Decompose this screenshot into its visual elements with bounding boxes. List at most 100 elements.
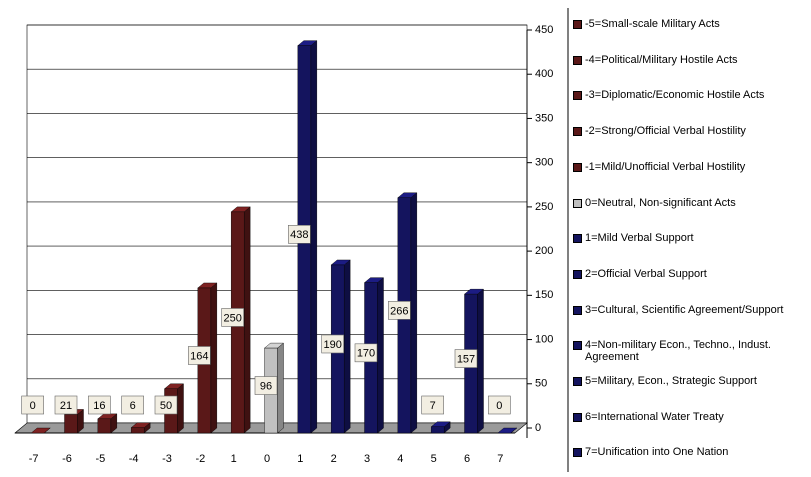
legend-item: -4=Political/Military Hostile Acts (573, 54, 809, 66)
legend-swatch (573, 91, 582, 101)
data-label-box (188, 346, 211, 365)
bar (130, 422, 151, 434)
legend-item: -2=Strong/Official Verbal Hostility (573, 125, 809, 137)
data-label-box (288, 225, 311, 244)
bar-side (277, 342, 284, 434)
legend-label: 0=Neutral, Non-significant Acts (585, 196, 736, 209)
data-label: 438 (290, 229, 308, 241)
data-label: 157 (457, 353, 475, 365)
y-tick-label: 100 (535, 333, 553, 345)
legend-item: -3=Diplomatic/Economic Hostile Acts (573, 89, 809, 101)
data-label-box (254, 376, 278, 395)
legend-item: 7=Unification into One Nation (573, 446, 809, 458)
legend-swatch (573, 127, 582, 137)
legend-label: -1=Mild/Unofficial Verbal Hostility (585, 160, 746, 173)
legend-item: 2=Official Verbal Support (573, 268, 809, 280)
x-tick-label: 1 (231, 453, 237, 465)
data-label: 6 (130, 400, 136, 412)
data-label: 190 (323, 339, 341, 351)
bar-side (377, 277, 384, 434)
bar-side (477, 288, 484, 434)
bar (97, 413, 118, 434)
data-label: 170 (357, 348, 375, 360)
x-tick-label: 3 (364, 453, 370, 465)
data-label-box (488, 395, 511, 415)
legend-swatch (573, 305, 582, 315)
bar-side (210, 282, 218, 434)
legend-label: -2=Strong/Official Verbal Hostility (585, 125, 746, 138)
x-tick-label: 7 (497, 453, 503, 465)
y-tick-label: 150 (535, 289, 553, 301)
data-label: 0 (30, 400, 36, 412)
data-label-box (21, 395, 44, 415)
y-tick-label: 0 (535, 422, 541, 434)
y-tick-label: 350 (535, 112, 553, 124)
bar (363, 277, 385, 434)
legend-swatch (573, 162, 582, 172)
data-label-box (421, 395, 444, 415)
bar-front (430, 426, 445, 434)
data-label: 96 (260, 380, 272, 392)
bar-front (97, 418, 112, 434)
bar (497, 427, 518, 434)
legend-label: 4=Non-military Econ., Techno., Indust. A… (585, 339, 771, 364)
bar-side (410, 192, 418, 434)
data-label-box (121, 395, 144, 415)
bar (30, 427, 51, 434)
y-tick-label: 400 (535, 68, 553, 80)
x-tick-label: -5 (95, 453, 105, 465)
legend-label: -3=Diplomatic/Economic Hostile Acts (585, 89, 765, 102)
bar-top (497, 427, 518, 434)
data-label: 7 (430, 400, 436, 412)
bar-top (30, 427, 51, 434)
data-label: 164 (190, 350, 208, 362)
x-tick-label: 1 (297, 453, 303, 465)
legend-label: 3=Cultural, Scientific Agreement/Support (585, 303, 784, 316)
y-tick-label: 250 (535, 201, 553, 213)
y-tick-label: 450 (535, 24, 553, 36)
x-tick-label: -2 (195, 453, 205, 465)
legend-label: -4=Political/Military Hostile Acts (585, 53, 738, 66)
legend-item: 1=Mild Verbal Support (573, 232, 809, 244)
legend-swatch (573, 20, 582, 29)
x-tick-label: 2 (331, 453, 337, 465)
legend-label: 2=Official Verbal Support (585, 267, 707, 280)
x-tick-label: -7 (29, 453, 39, 465)
data-label: 250 (223, 312, 241, 324)
legend-swatch (573, 269, 582, 279)
x-tick-label: -6 (62, 453, 72, 465)
legend-swatch (573, 448, 582, 458)
x-tick-label: -4 (129, 453, 139, 465)
legend-item: 0=Neutral, Non-significant Acts (573, 197, 809, 209)
x-tick-label: 6 (464, 453, 470, 465)
x-tick-label: 4 (397, 453, 403, 465)
data-label-box (54, 395, 78, 415)
bar-front (64, 414, 78, 434)
bar-side (243, 206, 251, 434)
data-label-box (454, 349, 478, 368)
bar (430, 421, 451, 434)
x-tick-label: 5 (431, 453, 437, 465)
legend-swatch (573, 55, 582, 65)
bar-front (130, 427, 145, 434)
data-label-box (354, 343, 378, 363)
data-label-box (154, 395, 178, 415)
bar-side (310, 40, 318, 434)
legend-item: 3=Cultural, Scientific Agreement/Support (573, 304, 809, 316)
data-label: 266 (390, 305, 408, 317)
bar-side (343, 259, 351, 434)
legend-swatch (573, 198, 582, 208)
legend-item: -5=Small-scale Military Acts (573, 18, 809, 30)
y-tick-label: 200 (535, 245, 553, 257)
legend-item: -1=Mild/Unofficial Verbal Hostility (573, 161, 809, 173)
legend-label: 6=International Water Treaty (585, 410, 724, 423)
legend-item: 4=Non-military Econ., Techno., Indust. A… (573, 339, 809, 363)
legend-label: -5=Small-scale Military Acts (585, 18, 720, 30)
legend-swatch (573, 412, 582, 422)
data-label: 21 (60, 400, 72, 412)
legend-swatch (573, 341, 582, 351)
legend-swatch (573, 377, 582, 386)
x-tick-label: -3 (162, 453, 172, 465)
